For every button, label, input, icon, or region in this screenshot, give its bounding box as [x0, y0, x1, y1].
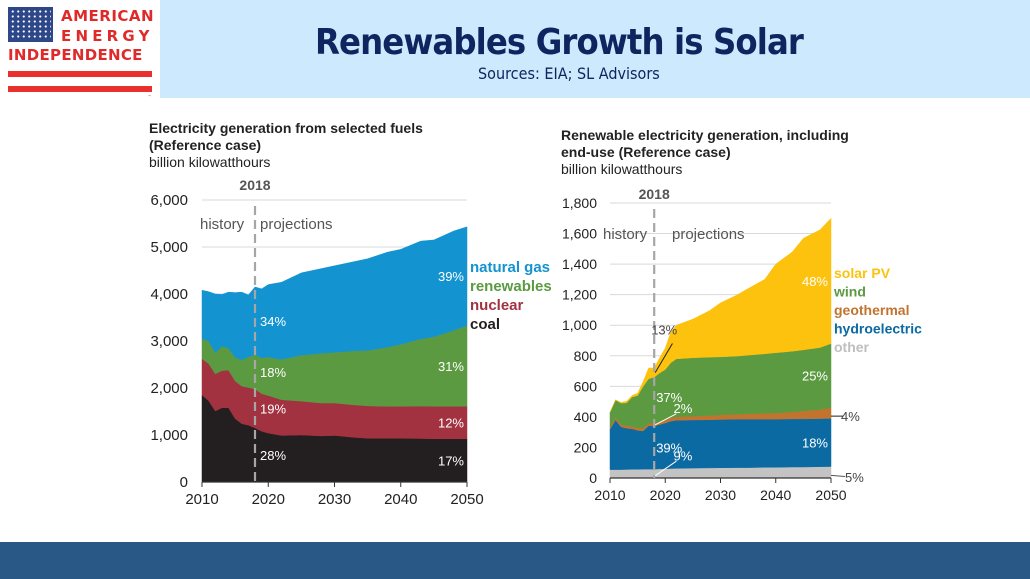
- y-tick-label: 5,000: [150, 239, 188, 256]
- pct-2050-wind: 25%: [802, 369, 828, 384]
- y-tick-label: 3,000: [150, 333, 188, 350]
- pct-2050-solar-PV: 48%: [802, 274, 828, 289]
- history-label: history: [603, 226, 648, 243]
- y-tick-label: 200: [574, 439, 598, 455]
- legend-geothermal: geothermal: [834, 302, 909, 318]
- pct-2050-natural-gas: 39%: [438, 269, 464, 284]
- us-flag-icon: [8, 7, 53, 42]
- left-chart-heading: Electricity generation from selected fue…: [149, 120, 423, 171]
- page-title: Renewables Growth is Solar: [315, 22, 804, 63]
- y-tick-label: 1,600: [562, 226, 597, 242]
- y-tick-label: 1,200: [562, 287, 597, 303]
- right-chart-units: billion kilowatthours: [561, 161, 683, 177]
- x-tick-label: 2010: [594, 487, 625, 503]
- logo-line-1: AMERICAN: [61, 7, 155, 25]
- left-chart-title-2: (Reference case): [149, 137, 262, 153]
- pct-2018-natural-gas: 34%: [260, 314, 286, 329]
- y-tick-label: 1,800: [562, 195, 597, 211]
- logo-stripe: [8, 71, 152, 77]
- right-chart-title-1: Renewable electricity generation, includ…: [561, 127, 849, 143]
- y-tick-label: 0: [589, 470, 597, 486]
- right-chart-heading: Renewable electricity generation, includ…: [561, 127, 849, 178]
- y-tick-label: 2,000: [150, 380, 188, 397]
- legend-coal: coal: [470, 316, 500, 333]
- y-tick-label: 800: [574, 348, 598, 364]
- x-tick-label: 2020: [650, 487, 681, 503]
- title-banner: [80, 0, 1030, 98]
- x-tick-label: 2030: [318, 491, 351, 508]
- legend-renewables: renewables: [470, 278, 552, 295]
- right-chart-title-2: end-use (Reference case): [561, 144, 731, 160]
- pct-2018-other: 9%: [674, 448, 693, 463]
- y-tick-label: 1,000: [562, 317, 597, 333]
- projections-label: projections: [672, 226, 745, 243]
- y-tick-label: 1,400: [562, 256, 597, 272]
- y-tick-label: 400: [574, 409, 598, 425]
- pct-2018-geothermal: 2%: [674, 401, 693, 416]
- leader-line: [654, 343, 673, 373]
- logo-line-2: ENERGY: [61, 27, 154, 45]
- footer-bar: [0, 542, 1030, 579]
- left-chart-units: billion kilowatthours: [149, 154, 271, 170]
- legend-other: other: [834, 339, 870, 355]
- logo-stripe: [8, 86, 152, 92]
- legend-natural-gas: natural gas: [470, 259, 550, 276]
- left-chart-title-1: Electricity generation from selected fue…: [149, 120, 423, 136]
- history-label: history: [200, 216, 245, 233]
- pct-2018-hydroelectric: 39%: [656, 440, 682, 455]
- y-tick-label: 0: [180, 474, 188, 491]
- leader-line: [830, 474, 846, 478]
- leader-line: [654, 460, 677, 477]
- divider-year-label: 2018: [239, 177, 270, 193]
- projections-label: projections: [260, 216, 333, 233]
- pct-2018-coal: 28%: [260, 448, 286, 463]
- x-tick-label: 2030: [705, 487, 736, 503]
- logo: AMERICAN ENERGY INDEPENDENCE ™: [0, 0, 160, 100]
- y-tick-label: 6,000: [150, 192, 188, 209]
- x-tick-label: 2020: [252, 491, 285, 508]
- leader-line: [654, 413, 677, 426]
- pct-2018-wind: 37%: [656, 390, 682, 405]
- x-tick-label: 2040: [760, 487, 791, 503]
- trademark: ™: [148, 94, 151, 98]
- y-tick-label: 1,000: [150, 427, 188, 444]
- pct-2050-hydroelectric: 18%: [802, 435, 828, 450]
- pct-2050-other: 5%: [845, 470, 864, 485]
- logo-line-3: INDEPENDENCE: [8, 46, 143, 64]
- pct-2050-geothermal: 4%: [841, 409, 860, 424]
- pct-2018-nuclear: 19%: [260, 401, 286, 416]
- area-natural-gas: [201, 226, 468, 361]
- legend-nuclear: nuclear: [470, 297, 524, 314]
- legend-solar-PV: solar PV: [834, 265, 891, 281]
- legend-hydroelectric: hydroelectric: [834, 321, 922, 337]
- pct-2050-nuclear: 12%: [438, 416, 464, 431]
- x-tick-label: 2050: [815, 487, 846, 503]
- pct-2050-coal: 17%: [438, 453, 464, 468]
- x-tick-label: 2010: [185, 491, 218, 508]
- x-tick-label: 2050: [450, 491, 483, 508]
- legend-wind: wind: [833, 284, 866, 300]
- page-subtitle: Sources: EIA; SL Advisors: [478, 64, 660, 83]
- pct-2018-solar-PV: 13%: [651, 322, 677, 337]
- pct-2018-renewables: 18%: [260, 365, 286, 380]
- divider-year-label: 2018: [639, 186, 670, 202]
- pct-2050-renewables: 31%: [438, 359, 464, 374]
- y-tick-label: 4,000: [150, 286, 188, 303]
- y-tick-label: 600: [574, 378, 598, 394]
- x-tick-label: 2040: [384, 491, 417, 508]
